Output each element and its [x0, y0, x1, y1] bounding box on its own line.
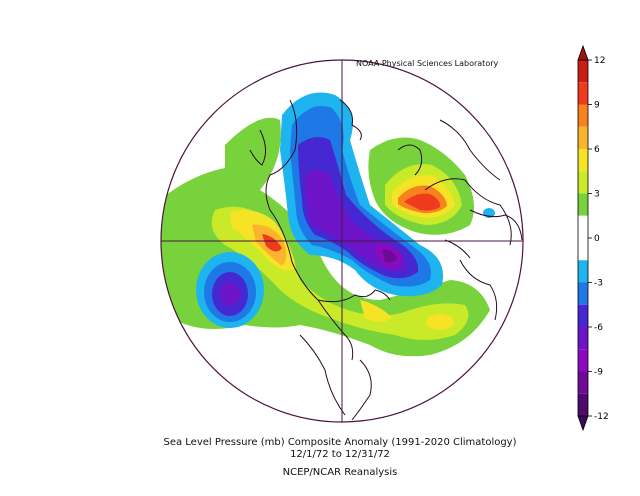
anomaly-positive-atlantic-yellow [360, 300, 392, 322]
colorbar-band [578, 393, 588, 416]
colorbar-tick-label: -9 [594, 368, 603, 378]
colorbar-band [578, 371, 588, 394]
colorbar-tick-label: 6 [594, 145, 600, 155]
colorbar-band [578, 126, 588, 149]
colorbar-band [578, 215, 588, 261]
colorbar-band [578, 282, 588, 305]
colorbar-band [578, 260, 588, 283]
colorbar-band [578, 60, 588, 83]
colorbar-band [578, 171, 588, 194]
colorbar: 12 9 6 3 0 -3 -6 -9 -12 [577, 44, 609, 432]
colorbar-band [578, 193, 588, 216]
colorbar-band [578, 104, 588, 127]
graticule [161, 60, 523, 422]
colorbar-band [578, 149, 588, 172]
colorbar-band [578, 304, 588, 327]
credit-label: NOAA Physical Sciences Laboratory [356, 59, 499, 68]
colorbar-tick-label: 0 [594, 234, 600, 244]
colorbar-max-arrow [577, 44, 589, 61]
colorbar-tick-label: -6 [594, 323, 603, 333]
colorbar-tick-label: -12 [594, 412, 609, 422]
colorbar-min-arrow [577, 415, 589, 432]
colorbar-tick-label: 12 [594, 56, 605, 66]
colorbar-band [578, 327, 588, 350]
colorbar-band [578, 82, 588, 105]
colorbar-tick-label: 3 [594, 190, 600, 200]
caption-title: Sea Level Pressure (mb) Composite Anomal… [163, 437, 517, 448]
map-boundary [160, 59, 524, 423]
caption-source: NCEP/NCAR Reanalysis [282, 467, 398, 478]
colorbar-tick-label: -3 [594, 279, 603, 289]
colorbar-band [578, 349, 588, 372]
caption-dates: 12/1/72 to 12/31/72 [290, 449, 390, 460]
colorbar-tick-label: 9 [594, 101, 600, 111]
